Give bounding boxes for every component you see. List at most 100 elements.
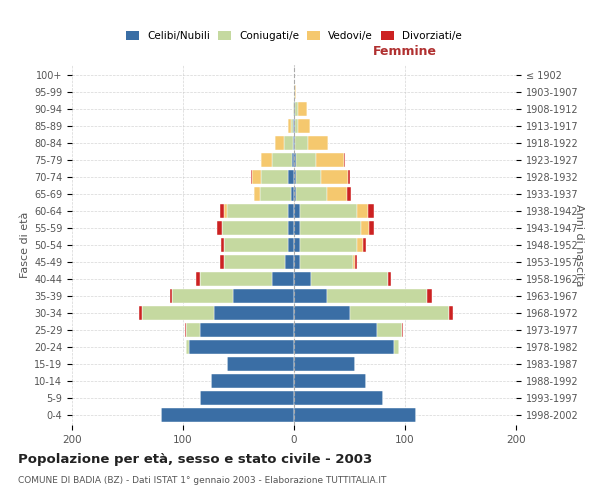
Bar [370, 221, 374, 235]
Bar [295, 136, 308, 150]
Bar [222, 221, 289, 235]
Bar [294, 391, 383, 405]
Bar [347, 187, 350, 201]
Bar [294, 306, 349, 320]
Bar [328, 289, 427, 303]
Bar [316, 153, 344, 167]
Bar [328, 187, 347, 201]
Bar [139, 306, 142, 320]
Bar [357, 204, 368, 218]
Bar [289, 170, 294, 184]
Bar [200, 323, 294, 337]
Bar [294, 323, 377, 337]
Bar [275, 136, 284, 150]
Text: COMUNE DI BADIA (BZ) - Dati ISTAT 1° gennaio 2003 - Elaborazione TUTTITALIA.IT: COMUNE DI BADIA (BZ) - Dati ISTAT 1° gen… [18, 476, 386, 485]
Bar [311, 272, 388, 286]
Bar [294, 170, 296, 184]
Text: Popolazione per età, sesso e stato civile - 2003: Popolazione per età, sesso e stato civil… [18, 452, 372, 466]
Bar [296, 170, 320, 184]
Bar [299, 221, 361, 235]
Bar [294, 153, 296, 167]
Bar [289, 221, 294, 235]
Bar [260, 187, 290, 201]
Bar [294, 272, 311, 286]
Bar [284, 136, 293, 150]
Bar [308, 136, 328, 150]
Bar [294, 136, 295, 150]
Bar [290, 187, 294, 201]
Bar [294, 408, 416, 422]
Bar [289, 204, 294, 218]
Bar [294, 238, 299, 252]
Bar [285, 255, 294, 269]
Legend: Celibi/Nubili, Coniugati/e, Vedovi/e, Divorziati/e: Celibi/Nubili, Coniugati/e, Vedovi/e, Di… [122, 27, 466, 46]
Bar [363, 238, 366, 252]
Bar [292, 153, 294, 167]
Bar [251, 170, 252, 184]
Bar [294, 340, 394, 354]
Bar [294, 204, 299, 218]
Bar [200, 272, 272, 286]
Bar [187, 340, 188, 354]
Bar [185, 323, 187, 337]
Bar [233, 289, 294, 303]
Bar [293, 102, 294, 116]
Bar [401, 323, 403, 337]
Bar [294, 85, 295, 99]
Bar [254, 187, 260, 201]
Bar [142, 306, 214, 320]
Bar [294, 255, 299, 269]
Bar [272, 153, 292, 167]
Bar [188, 340, 294, 354]
Bar [272, 272, 294, 286]
Bar [289, 238, 294, 252]
Bar [349, 306, 449, 320]
Bar [296, 187, 328, 201]
Bar [353, 255, 355, 269]
Bar [320, 170, 349, 184]
Y-axis label: Anni di nascita: Anni di nascita [574, 204, 584, 286]
Bar [290, 119, 293, 133]
Bar [294, 119, 295, 133]
Bar [252, 170, 260, 184]
Bar [214, 306, 294, 320]
Bar [361, 221, 370, 235]
Bar [394, 340, 400, 354]
Text: Femmine: Femmine [373, 45, 437, 58]
Bar [161, 408, 294, 422]
Bar [294, 357, 355, 371]
Bar [221, 238, 224, 252]
Bar [299, 255, 353, 269]
Bar [295, 119, 298, 133]
Bar [211, 374, 294, 388]
Bar [427, 289, 431, 303]
Bar [294, 289, 328, 303]
Bar [217, 221, 222, 235]
Bar [296, 153, 316, 167]
Bar [227, 357, 294, 371]
Bar [299, 204, 357, 218]
Bar [224, 238, 289, 252]
Bar [368, 204, 374, 218]
Bar [293, 136, 294, 150]
Bar [260, 170, 289, 184]
Bar [170, 289, 172, 303]
Bar [224, 204, 227, 218]
Bar [357, 238, 363, 252]
Bar [344, 153, 345, 167]
Bar [298, 102, 307, 116]
Bar [299, 238, 357, 252]
Bar [377, 323, 401, 337]
Bar [294, 374, 366, 388]
Bar [227, 204, 289, 218]
Bar [355, 255, 357, 269]
Y-axis label: Fasce di età: Fasce di età [20, 212, 30, 278]
Bar [388, 272, 391, 286]
Bar [224, 255, 285, 269]
Bar [298, 119, 310, 133]
Bar [200, 391, 294, 405]
Bar [220, 204, 224, 218]
Bar [294, 221, 299, 235]
Bar [172, 289, 233, 303]
Bar [289, 119, 290, 133]
